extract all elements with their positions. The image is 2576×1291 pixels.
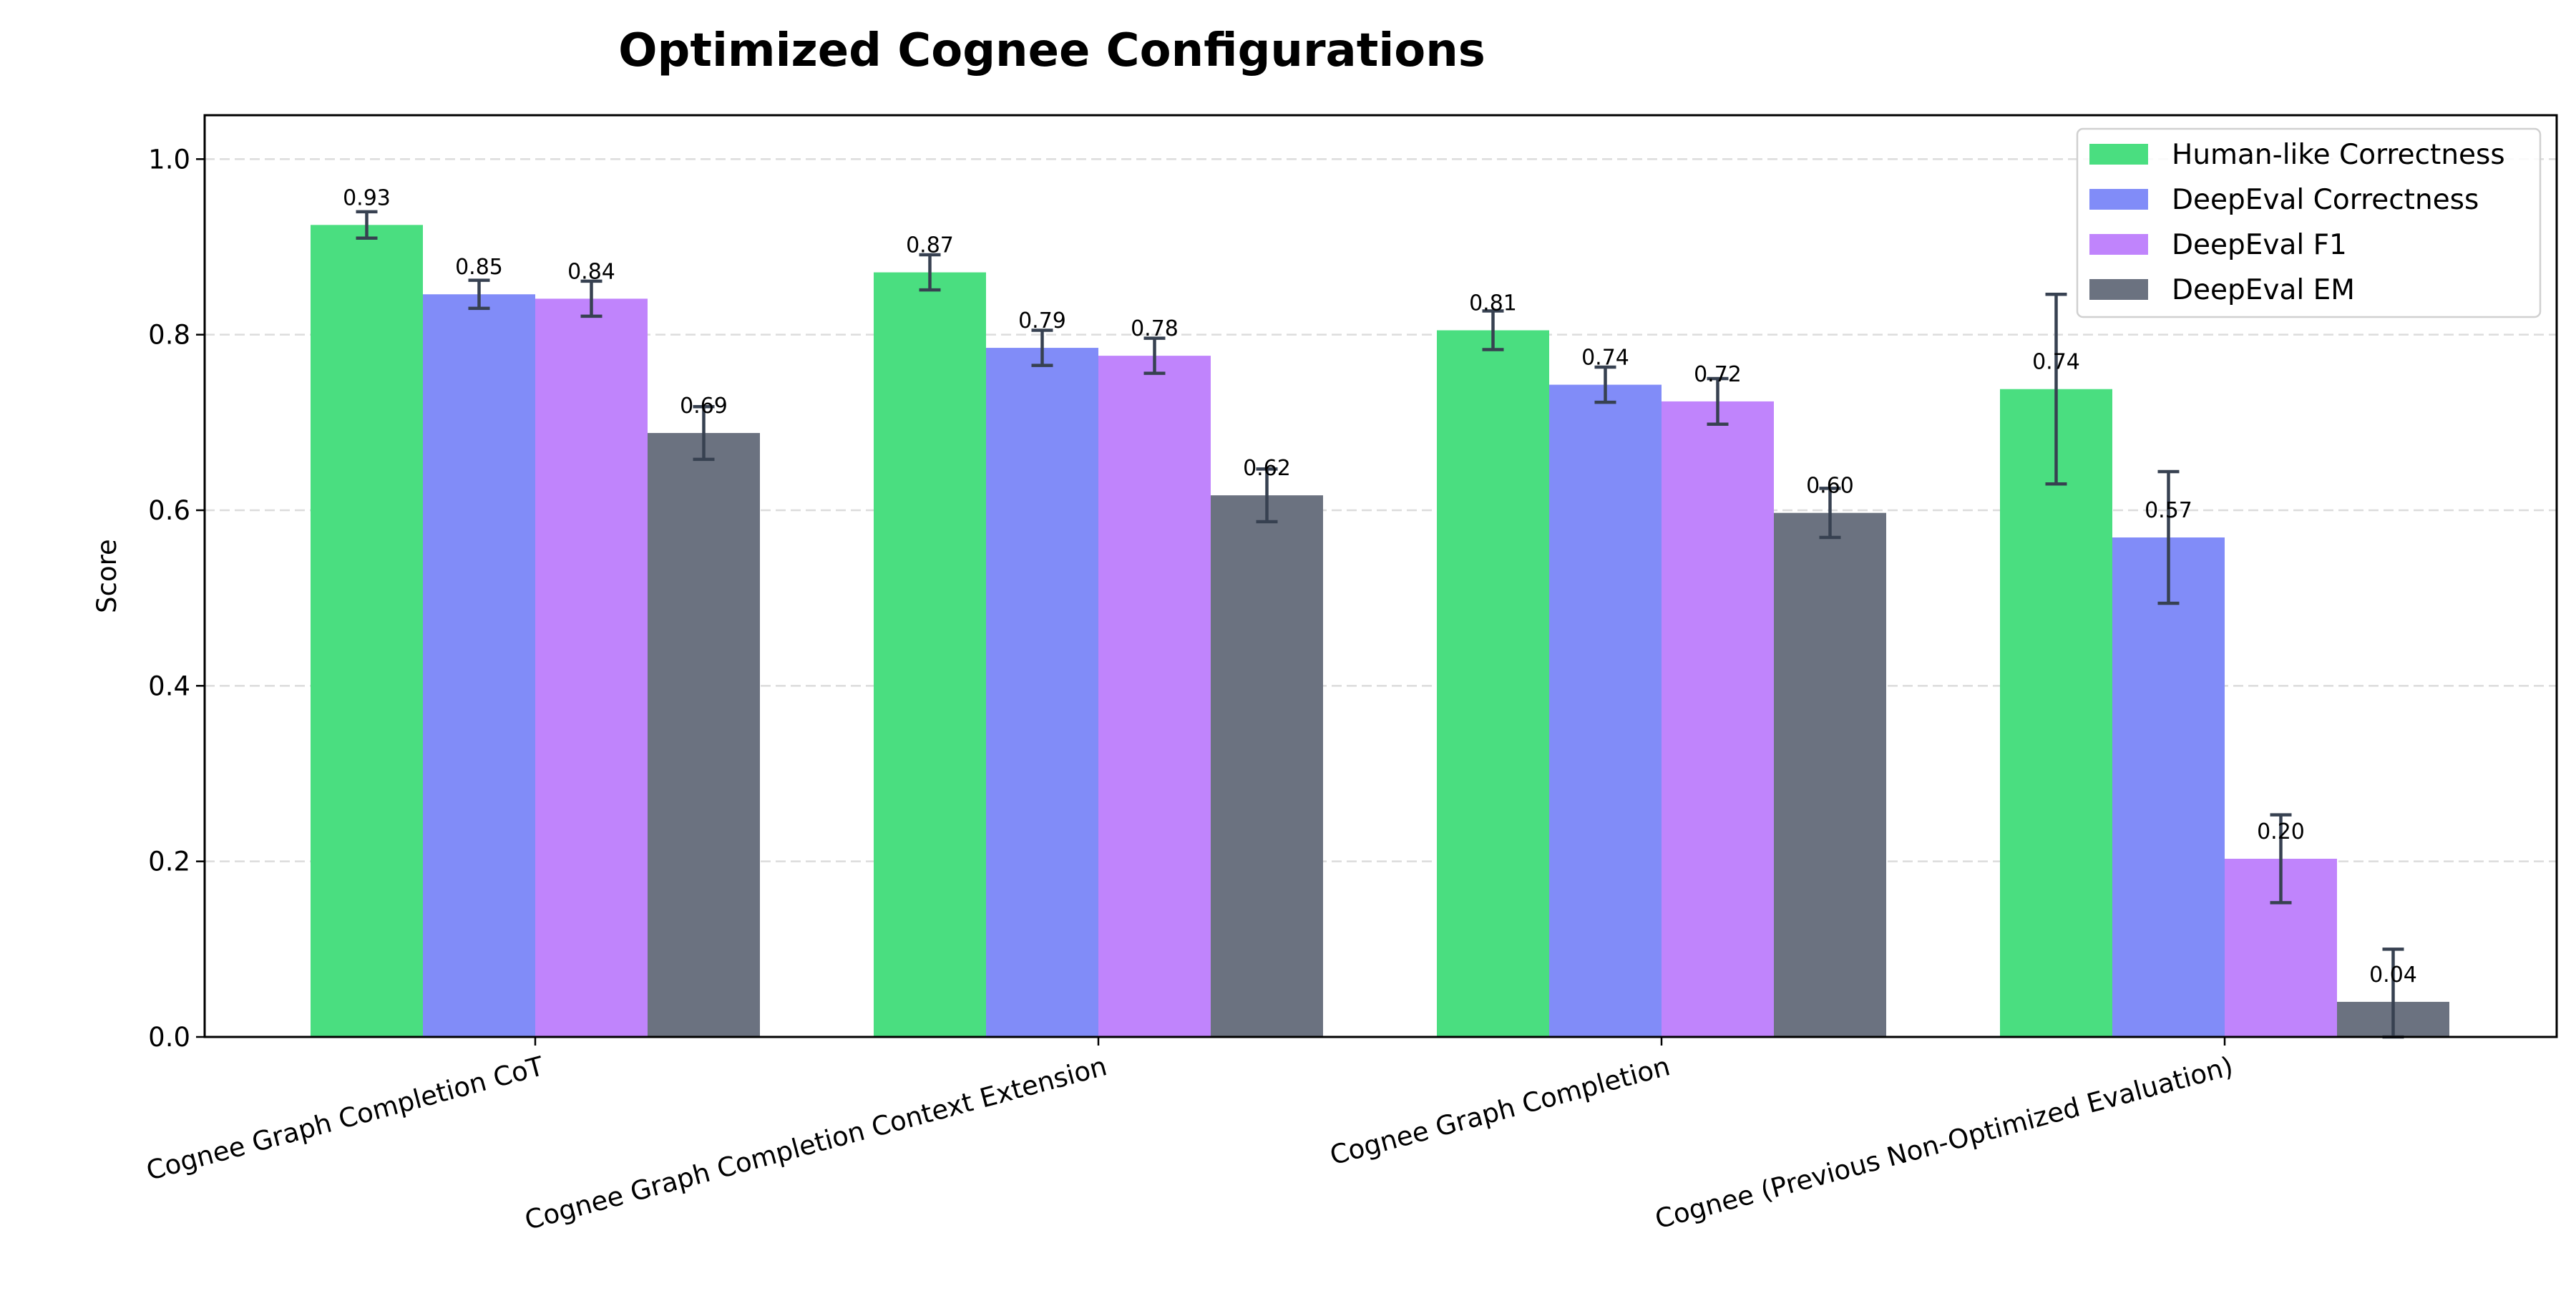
- bar: [311, 225, 423, 1037]
- value-label: 0.78: [1131, 316, 1179, 341]
- y-axis-label: Score: [92, 539, 122, 613]
- legend-swatch: [2089, 234, 2148, 255]
- legend-swatch: [2089, 189, 2148, 210]
- value-label: 0.85: [455, 255, 503, 280]
- x-tick-label: Cognee Graph Completion Context Extensio…: [522, 1051, 1110, 1236]
- bar: [2112, 537, 2225, 1037]
- bar: [2000, 389, 2112, 1037]
- plot-frame: [203, 114, 2558, 1038]
- x-tick-label: Cognee (Previous Non-Optimized Evaluatio…: [1652, 1051, 2236, 1234]
- y-tick-label: 0.6: [148, 495, 190, 526]
- legend-swatch: [2089, 144, 2148, 165]
- legend: Human-like Correctness DeepEval Correctne…: [2076, 127, 2542, 318]
- value-label: 0.69: [680, 394, 728, 419]
- y-tick-label: 0.2: [148, 847, 190, 877]
- y-tick-label: 1.0: [148, 144, 190, 175]
- legend-box: [2076, 127, 2542, 318]
- y-tick-label: 0.8: [148, 320, 190, 351]
- legend-label: DeepEval F1: [2172, 229, 2347, 261]
- bar: [648, 433, 760, 1037]
- bar: [986, 348, 1098, 1038]
- value-label: 0.60: [1806, 474, 1854, 499]
- legend-swatch: [2089, 279, 2148, 300]
- value-label: 0.93: [343, 185, 391, 210]
- value-label: 0.74: [2032, 350, 2080, 375]
- chart-title: Optimized Cognee Configurations: [618, 24, 1485, 77]
- bar: [535, 298, 648, 1038]
- legend-label: Human-like Correctness: [2172, 139, 2505, 171]
- value-label: 0.87: [906, 233, 954, 258]
- value-label: 0.62: [1243, 456, 1291, 481]
- bar: [1549, 384, 1662, 1037]
- bar: [1211, 495, 1323, 1037]
- value-label: 0.79: [1018, 308, 1066, 333]
- y-tick-label: 0.4: [148, 671, 190, 701]
- bar: [1437, 330, 1549, 1037]
- legend-label: DeepEval EM: [2172, 274, 2355, 306]
- bar: [1662, 401, 1774, 1037]
- value-label: 0.04: [2369, 963, 2417, 988]
- legend-label: DeepEval Correctness: [2172, 184, 2479, 216]
- bar: [1098, 356, 1211, 1037]
- value-label: 0.74: [1581, 346, 1629, 371]
- value-label: 0.57: [2145, 498, 2192, 523]
- x-tick-label: Cognee Graph Completion: [1327, 1051, 1673, 1171]
- bar: [874, 272, 986, 1037]
- bar: [423, 294, 535, 1037]
- bar: [1774, 512, 1886, 1037]
- value-label: 0.81: [1469, 291, 1517, 316]
- value-label: 0.20: [2257, 819, 2305, 844]
- x-tick-label: Cognee Graph Completion CoT: [143, 1051, 547, 1187]
- y-tick-label: 0.0: [148, 1022, 190, 1053]
- value-label: 0.72: [1694, 362, 1742, 387]
- value-label: 0.84: [567, 259, 615, 284]
